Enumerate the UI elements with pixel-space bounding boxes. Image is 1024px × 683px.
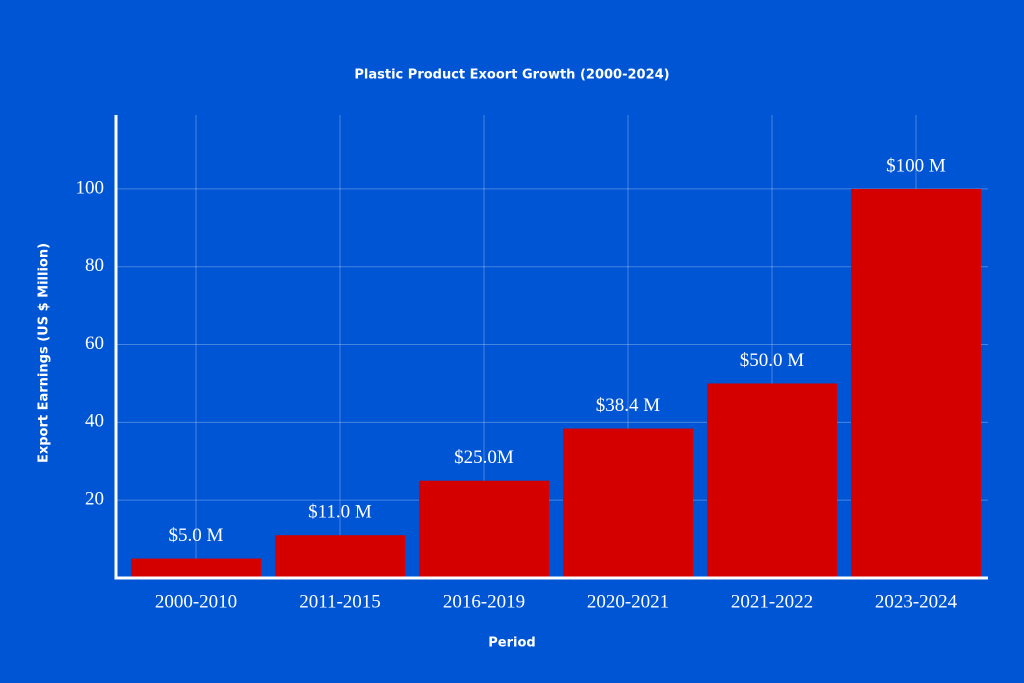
x-tick-label: 2020-2021: [587, 591, 669, 612]
data-label: $50.0 M: [740, 350, 805, 371]
bar: [275, 535, 405, 578]
bar: [707, 383, 837, 578]
y-tick-label: 40: [85, 411, 104, 432]
bar: [851, 188, 981, 578]
data-label: $100 M: [886, 155, 946, 176]
data-label: $11.0 M: [308, 502, 372, 523]
x-tick-label: 2021-2022: [731, 591, 813, 612]
data-label: $25.0M: [454, 447, 514, 468]
y-tick-label: 20: [85, 489, 104, 510]
y-tick-label: 80: [85, 255, 104, 276]
bar: [131, 558, 261, 578]
x-axis-label: Period: [488, 636, 535, 651]
bar: [419, 480, 549, 578]
y-tick-label: 60: [85, 333, 104, 354]
y-tick-label: 100: [76, 177, 105, 198]
x-tick-label: 2016-2019: [443, 591, 525, 612]
x-tick-label: 2023-2024: [875, 591, 958, 612]
bar: [563, 428, 693, 578]
data-label: $38.4 M: [596, 395, 661, 416]
x-tick-label: 2000-2010: [155, 591, 237, 612]
data-label: $5.0 M: [169, 525, 224, 546]
x-tick-label: 2011-2015: [299, 591, 381, 612]
chart-title: Plastic Product Exoort Growth (2000-2024…: [354, 68, 669, 83]
y-axis-label: Export Earnings (US $ Million): [37, 243, 52, 463]
